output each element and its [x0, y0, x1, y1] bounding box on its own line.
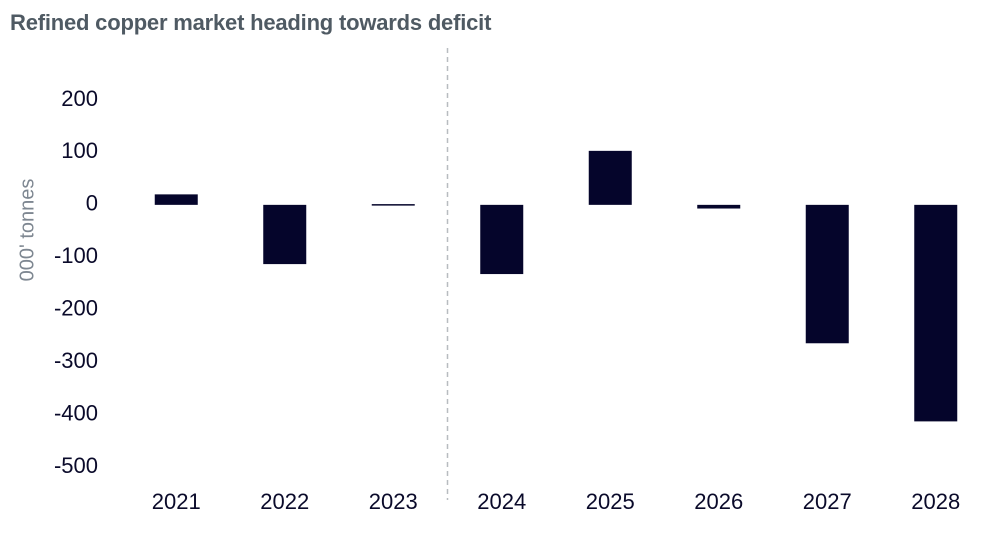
bar-2027: [805, 204, 849, 344]
bar-2021: [154, 194, 198, 205]
y-tick-label: -300: [54, 348, 98, 373]
x-axis-ticks: 2021 2022 2023 2024 2025 2026 2027 2028: [152, 489, 960, 514]
y-tick-label: 0: [86, 191, 98, 216]
bars: [154, 150, 958, 422]
y-tick-label: -500: [54, 453, 98, 478]
x-tick-label: 2024: [477, 489, 526, 514]
x-tick-label: 2028: [911, 489, 960, 514]
x-tick-label: 2025: [586, 489, 635, 514]
y-tick-label: -200: [54, 296, 98, 321]
y-tick-label: 200: [61, 86, 98, 111]
x-tick-label: 2023: [369, 489, 418, 514]
y-axis-ticks: 200 100 0 -100 -200 -300 -400 -500: [54, 86, 98, 478]
bar-2024: [480, 204, 524, 275]
y-tick-label: 100: [61, 138, 98, 163]
bar-2028: [914, 204, 958, 422]
y-tick-label: -400: [54, 400, 98, 425]
x-tick-label: 2026: [694, 489, 743, 514]
bar-2023: [371, 204, 415, 206]
bar-2026: [697, 204, 741, 209]
bar-2022: [263, 204, 307, 265]
x-tick-label: 2021: [152, 489, 201, 514]
bar-2025: [588, 150, 632, 205]
y-axis-title: 000' tonnes: [16, 179, 38, 282]
x-tick-label: 2027: [803, 489, 852, 514]
y-tick-label: -100: [54, 243, 98, 268]
x-tick-label: 2022: [260, 489, 309, 514]
chart-title: Refined copper market heading towards de…: [10, 10, 492, 35]
